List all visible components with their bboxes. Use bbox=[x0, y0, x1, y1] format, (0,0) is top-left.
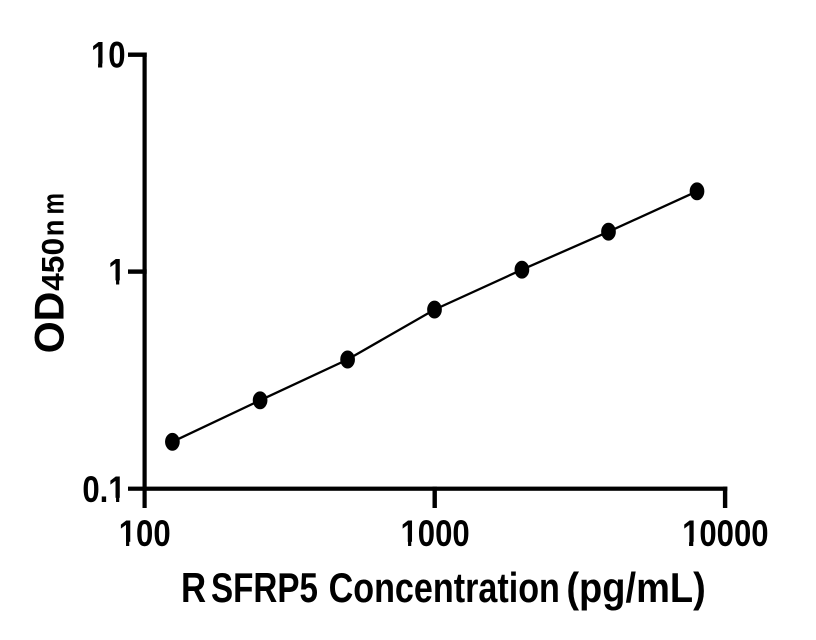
svg-text:OD: OD bbox=[25, 292, 72, 354]
svg-text:m: m bbox=[36, 193, 71, 214]
svg-text:1000: 1000 bbox=[401, 514, 470, 555]
svg-text:450: 450 bbox=[35, 238, 71, 291]
svg-text:10: 10 bbox=[91, 35, 126, 76]
svg-text:R: R bbox=[181, 565, 206, 612]
svg-text:10000: 10000 bbox=[682, 514, 768, 555]
svg-text:SFRP5: SFRP5 bbox=[211, 566, 318, 613]
svg-text:100: 100 bbox=[119, 514, 171, 555]
svg-text:n: n bbox=[37, 220, 71, 237]
svg-text:0.1: 0.1 bbox=[82, 470, 125, 511]
svg-text:1: 1 bbox=[108, 252, 125, 293]
svg-text:(pg/mL): (pg/mL) bbox=[566, 566, 705, 612]
svg-text:Concentration: Concentration bbox=[329, 565, 560, 612]
